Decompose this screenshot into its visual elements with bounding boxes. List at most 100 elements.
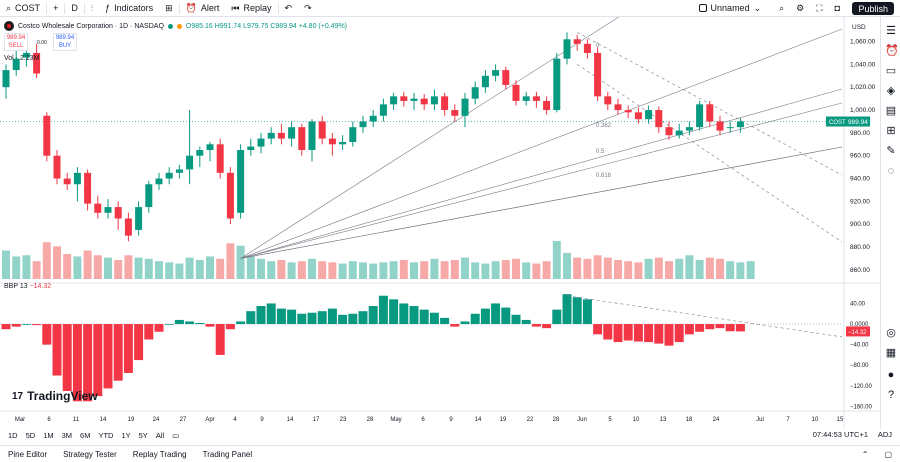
- compare-button[interactable]: +: [53, 3, 59, 13]
- tf-6m[interactable]: 6M: [80, 430, 91, 440]
- tf-1m[interactable]: 1M: [43, 430, 54, 440]
- alerts-icon[interactable]: ⏰: [885, 45, 899, 57]
- notes-icon[interactable]: ▤: [885, 105, 897, 117]
- candle-body: [726, 127, 734, 129]
- target-icon[interactable]: ◎: [886, 327, 896, 339]
- tf-ytd[interactable]: YTD: [98, 430, 114, 440]
- bbp-tick-label: 40.00: [850, 301, 866, 307]
- date-tick-label: Jun: [577, 417, 587, 423]
- camera-icon: ◘: [834, 3, 840, 13]
- undo-button[interactable]: ↶: [284, 2, 293, 13]
- candle-body: [359, 121, 367, 128]
- settings-button[interactable]: ⚙: [790, 0, 810, 17]
- chart-area[interactable]: 0 0.382 0.5 0.618 860.00 880.00 900.00 920.00 94…: [0, 17, 880, 429]
- bbp-bar: [62, 324, 72, 391]
- indicators-button[interactable]: ƒ Indicators: [105, 3, 154, 13]
- date-tick-label: 7: [786, 417, 790, 423]
- bbp-bar: [256, 306, 266, 325]
- collapse-icon[interactable]: ⌃: [861, 449, 869, 459]
- candle-body: [420, 98, 428, 105]
- volume-bar: [726, 261, 735, 279]
- clock[interactable]: 07:44:53 UTC+1: [812, 430, 868, 439]
- sell-button[interactable]: 989.94 SELL: [4, 33, 28, 51]
- candle-body: [175, 169, 183, 173]
- tf-all[interactable]: All: [155, 430, 165, 440]
- tab-trading-panel[interactable]: Trading Panel: [202, 449, 253, 459]
- bbp-bar: [205, 324, 215, 327]
- tab-strategy-tester[interactable]: Strategy Tester: [63, 449, 117, 459]
- grid-icon[interactable]: ⊞: [886, 125, 896, 137]
- volume-bar: [440, 261, 449, 279]
- replay-icon: ⏮: [231, 2, 240, 13]
- chart-type-button[interactable]: ⫶: [85, 0, 99, 17]
- volume-bar: [236, 245, 245, 279]
- tab-pine-editor[interactable]: Pine Editor: [8, 449, 48, 459]
- volume-bar: [32, 261, 41, 279]
- candle-body: [196, 150, 204, 156]
- candle-body: [22, 52, 30, 58]
- candle-body: [594, 52, 602, 97]
- bbp-bar: [42, 324, 52, 345]
- bbp-bar: [674, 324, 684, 343]
- bbp-bar: [21, 324, 31, 325]
- bbp-bar: [542, 324, 552, 329]
- date-range-icon[interactable]: ▭: [172, 430, 180, 440]
- snapshot-button[interactable]: ◘: [829, 0, 846, 17]
- candle-body: [583, 43, 591, 53]
- volume-bar: [450, 260, 459, 279]
- layers-icon[interactable]: ◈: [886, 85, 896, 97]
- bbp-bar: [419, 309, 429, 325]
- pencil-icon[interactable]: ✎: [886, 145, 896, 157]
- maximize-icon[interactable]: ▢: [884, 449, 892, 459]
- bbp-bar: [684, 324, 694, 335]
- candle-body: [655, 110, 663, 128]
- volume-bar: [716, 258, 724, 279]
- layout-button[interactable]: Unnamed ⌄: [693, 0, 768, 17]
- notifications-icon[interactable]: ●: [887, 369, 895, 381]
- adj-toggle[interactable]: ADJ: [877, 430, 892, 439]
- volume-bar: [155, 261, 163, 279]
- volume-bar: [736, 262, 745, 279]
- ideas-icon[interactable]: ◌: [887, 165, 895, 177]
- templates-button[interactable]: ⊞: [165, 2, 173, 13]
- buy-button[interactable]: 989.94 BUY: [53, 33, 77, 51]
- alarm-icon: ⏰: [185, 2, 197, 13]
- bbp-bar: [623, 324, 633, 341]
- chat-icon[interactable]: ▭: [885, 65, 897, 77]
- tf-5y[interactable]: 5Y: [138, 430, 148, 440]
- publish-button[interactable]: Publish: [852, 2, 894, 15]
- bbp-bar: [399, 303, 409, 325]
- symbol-label: COST: [15, 3, 41, 13]
- date-tick-label: 19: [500, 417, 507, 423]
- alert-button[interactable]: ⏰ Alert: [185, 2, 220, 14]
- bbp-tick-label: −160.00: [850, 404, 873, 410]
- legend-dot-icon: [176, 23, 182, 29]
- candle-body: [400, 96, 408, 101]
- fullscreen-button[interactable]: ⛶: [810, 0, 828, 17]
- candle-body: [226, 172, 234, 219]
- bbp-bar: [552, 309, 562, 325]
- bbp-bar: [52, 324, 62, 376]
- tf-3m[interactable]: 3M: [61, 430, 73, 440]
- tf-1d[interactable]: 1D: [8, 430, 18, 440]
- volume-bar: [104, 257, 112, 279]
- price-tick-label: 860.00: [850, 267, 870, 274]
- redo-button[interactable]: ↷: [304, 2, 312, 13]
- bbp-bar: [93, 324, 103, 397]
- chart-canvas[interactable]: 00.3820.50.618860.00880.00900.00920.0094…: [0, 17, 880, 429]
- replay-button[interactable]: ⏮ Replay: [231, 2, 272, 14]
- tf-5d[interactable]: 5D: [25, 430, 36, 440]
- tf-1y[interactable]: 1Y: [121, 430, 131, 440]
- bbp-bar: [236, 321, 246, 325]
- quick-search-button[interactable]: ⌕: [773, 0, 790, 17]
- tab-replay-trading[interactable]: Replay Trading: [132, 449, 187, 459]
- interval-button[interactable]: D: [71, 3, 78, 13]
- help-icon[interactable]: ?: [887, 389, 895, 401]
- calendar-icon[interactable]: ▦: [885, 347, 897, 359]
- trend-line-dashed: [577, 64, 843, 243]
- volume-bar: [22, 255, 31, 279]
- watchlist-icon[interactable]: ☰: [886, 25, 896, 37]
- volume-label: Vol · 2.13M: [4, 55, 40, 62]
- bbp-bar: [603, 324, 613, 340]
- symbol-search[interactable]: ⌕ COST: [0, 0, 46, 17]
